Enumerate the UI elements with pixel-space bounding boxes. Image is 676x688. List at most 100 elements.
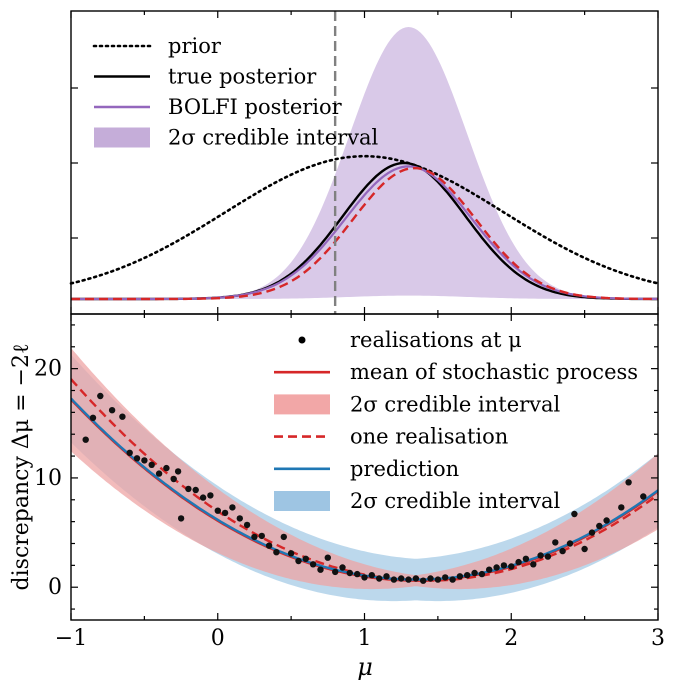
realisation-point [566,540,574,547]
legend-label: prior [168,34,222,58]
realisation-point [346,569,353,577]
realisation-point [383,573,390,580]
realisation-point [108,407,116,414]
realisation-point [427,575,434,582]
x-tick-label: 0 [211,626,225,651]
realisation-point [199,494,207,501]
realisation-point [530,561,537,568]
realisation-point [354,570,361,578]
realisation-point [119,413,126,420]
realisation-point [544,553,552,560]
realisation-point [229,504,236,511]
legend-swatch [94,127,150,148]
realisation-point [339,564,346,571]
realisation-point [361,574,368,581]
realisation-point [207,492,214,499]
realisation-point [603,517,610,524]
realisation-point [221,509,229,517]
realisation-point [141,457,148,464]
realisation-point [405,576,412,583]
realisation-point [163,464,170,472]
realisation-point [398,575,405,582]
realisation-point [82,436,89,443]
y-tick-label: 20 [34,357,62,382]
realisation-point [559,547,566,555]
realisation-point [236,515,243,522]
realisation-point [515,558,522,566]
realisation-point [442,574,449,581]
realisation-point [493,564,500,571]
x-tick-label: 1 [358,626,372,651]
realisation-point [571,510,578,518]
realisation-point [412,575,420,582]
realisation-point [581,545,588,553]
legend-label: 2σ credible interval [350,392,561,416]
top-legend: prior true posterior BOLFI posterior 2σ cre… [92,34,379,150]
bottom-plot-area [71,347,658,602]
realisation-point [133,455,141,462]
realisation-point [309,561,317,568]
realisation-point [251,533,258,541]
x-tick-label: −1 [55,626,87,651]
realisation-point [295,557,302,565]
realisation-point [464,572,471,579]
legend-swatch [274,491,330,511]
realisation-point [368,572,375,579]
realisation-point [390,576,398,583]
realisation-point [89,414,97,421]
legend-swatch [274,394,330,415]
realisation-point [449,576,456,583]
realisation-point [126,449,133,456]
realisation-point [177,515,185,522]
y-tick-label: 10 [34,466,62,491]
realisation-point [243,521,251,529]
mean-credible-band [71,347,658,590]
realisation-point [148,461,155,468]
realisation-point [214,507,221,514]
series-one-realisation [71,166,658,301]
realisation-point [287,550,295,557]
realisation-point [434,576,442,583]
realisation-point [265,542,273,549]
realisation-point [537,552,544,559]
realisation-point [155,470,163,477]
legend-label: true posterior [168,65,317,89]
realisation-point [332,568,339,576]
realisation-point [618,504,625,511]
realisation-point [174,468,182,475]
bottom-panel [70,313,659,621]
realisation-point [185,485,192,493]
realisation-point [324,554,331,561]
legend-label: realisations at μ [350,328,522,352]
x-tick-label: 3 [651,626,665,651]
y-axis-label: discrepancy Δμ = −2ℓ [9,344,34,591]
realisation-point [640,493,647,500]
legend-label: one realisation [350,425,508,449]
realisation-point [588,529,596,536]
realisation-point [500,562,508,569]
realisation-point [280,533,287,541]
x-axis-label: μ [357,653,373,681]
realisation-point [508,563,515,570]
realisation-point [317,566,324,573]
realisation-point [552,539,559,546]
legend-label: 2σ credible interval [350,489,561,513]
realisation-point [192,486,199,494]
realisation-point [420,577,427,584]
realisation-point [302,555,309,562]
top-panel [69,10,660,315]
legend-label: mean of stochastic process [350,360,638,384]
realisation-point [596,522,603,530]
series-prior [69,154,660,285]
realisation-point [486,566,493,573]
legend-label: 2σ credible interval [168,126,379,150]
realisation-point [456,573,464,580]
realisation-point [478,570,486,578]
y-tick-label: 0 [48,575,62,600]
realisation-point [522,555,530,562]
realisation-point [258,532,265,540]
realisation-point [273,549,280,556]
realisation-point [471,569,478,577]
realisation-point [376,575,383,582]
